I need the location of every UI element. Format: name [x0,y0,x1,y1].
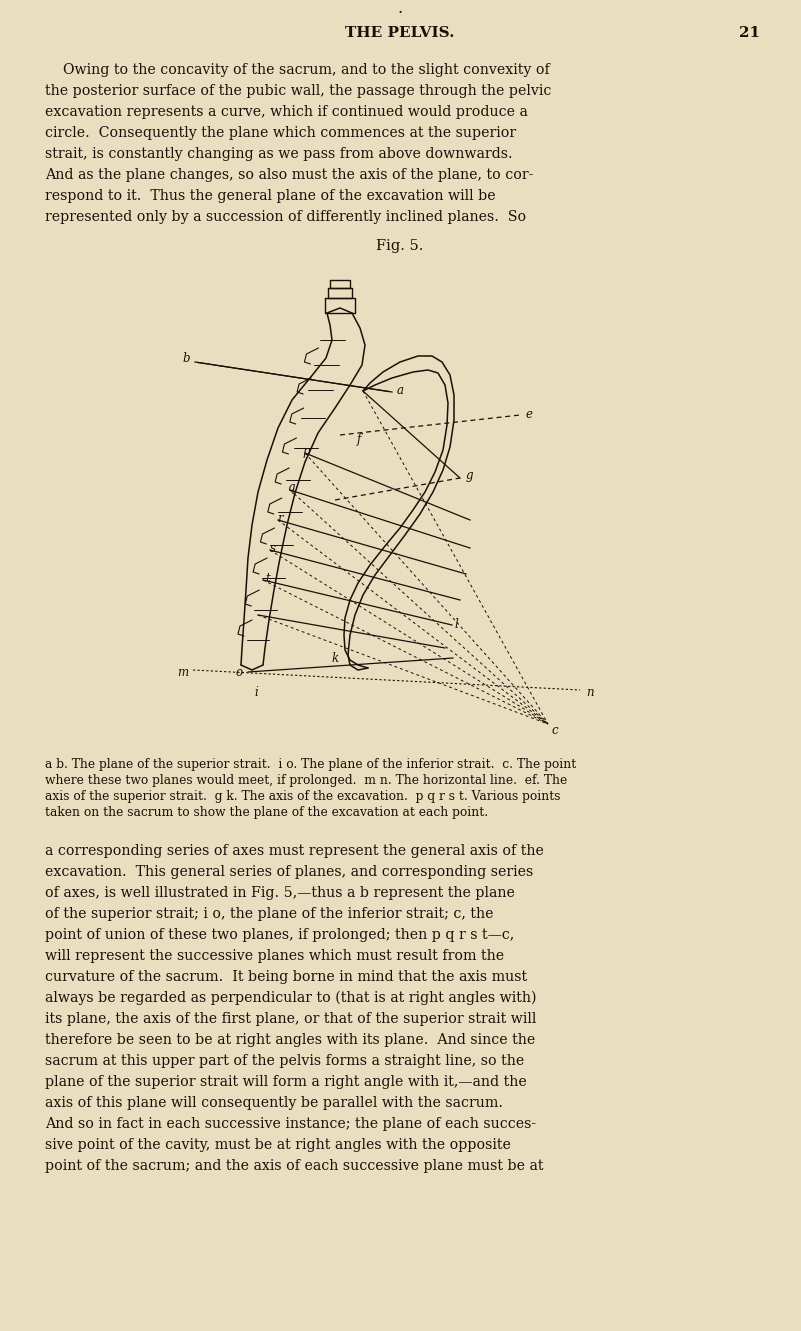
Text: t: t [265,571,270,584]
Text: 21: 21 [739,27,761,40]
Text: of the superior strait; i o, the plane of the inferior strait; c, the: of the superior strait; i o, the plane o… [45,906,493,921]
Text: THE PELVIS.: THE PELVIS. [345,27,455,40]
Text: o: o [235,666,243,679]
Text: Fig. 5.: Fig. 5. [376,240,424,253]
Text: s: s [270,542,276,555]
Text: r: r [277,511,283,524]
Text: And as the plane changes, so also must the axis of the plane, to cor-: And as the plane changes, so also must t… [45,168,533,182]
Text: respond to it.  Thus the general plane of the excavation will be: respond to it. Thus the general plane of… [45,189,496,204]
Text: q: q [288,482,295,495]
Text: taken on the sacrum to show the plane of the excavation at each point.: taken on the sacrum to show the plane of… [45,807,488,819]
Text: a: a [397,383,404,397]
Text: g: g [466,470,473,483]
Text: l: l [455,619,459,631]
Text: p: p [303,446,310,458]
Text: circle.  Consequently the plane which commences at the superior: circle. Consequently the plane which com… [45,126,516,140]
Text: ·: · [397,5,403,23]
Text: a b. The plane of the superior strait.  i o. The plane of the inferior strait.  : a b. The plane of the superior strait. i… [45,757,576,771]
Text: its plane, the axis of the first plane, or that of the superior strait will: its plane, the axis of the first plane, … [45,1012,537,1026]
Text: where these two planes would meet, if prolonged.  m n. The horizontal line.  ef.: where these two planes would meet, if pr… [45,775,567,787]
Text: a corresponding series of axes must represent the general axis of the: a corresponding series of axes must repr… [45,844,544,858]
Text: sacrum at this upper part of the pelvis forms a straight line, so the: sacrum at this upper part of the pelvis … [45,1054,524,1067]
Text: point of the sacrum; and the axis of each successive plane must be at: point of the sacrum; and the axis of eac… [45,1159,544,1173]
Text: m: m [177,666,188,679]
Text: n: n [586,685,594,699]
Text: axis of the superior strait.  g k. The axis of the excavation.  p q r s t. Vario: axis of the superior strait. g k. The ax… [45,791,561,803]
Text: the posterior surface of the pubic wall, the passage through the pelvic: the posterior surface of the pubic wall,… [45,84,551,98]
Text: excavation.  This general series of planes, and corresponding series: excavation. This general series of plane… [45,865,533,878]
Text: sive point of the cavity, must be at right angles with the opposite: sive point of the cavity, must be at rig… [45,1138,511,1153]
Text: c: c [552,724,558,736]
Text: k: k [332,652,339,666]
Text: axis of this plane will consequently be parallel with the sacrum.: axis of this plane will consequently be … [45,1095,503,1110]
Text: strait, is constantly changing as we pass from above downwards.: strait, is constantly changing as we pas… [45,146,513,161]
Text: represented only by a succession of differently inclined planes.  So: represented only by a succession of diff… [45,210,526,224]
Text: therefore be seen to be at right angles with its plane.  And since the: therefore be seen to be at right angles … [45,1033,535,1047]
Text: will represent the successive planes which must result from the: will represent the successive planes whi… [45,949,504,964]
Text: Owing to the concavity of the sacrum, and to the slight convexity of: Owing to the concavity of the sacrum, an… [45,63,549,77]
Text: point of union of these two planes, if prolonged; then p q r s t—c,: point of union of these two planes, if p… [45,928,514,942]
Text: e: e [525,409,532,422]
Text: plane of the superior strait will form a right angle with it,—and the: plane of the superior strait will form a… [45,1075,527,1089]
Text: b: b [183,351,190,365]
Text: of axes, is well illustrated in Fig. 5,—thus a b represent the plane: of axes, is well illustrated in Fig. 5,—… [45,886,515,900]
Text: excavation represents a curve, which if continued would produce a: excavation represents a curve, which if … [45,105,528,118]
Text: always be regarded as perpendicular to (that is at right angles with): always be regarded as perpendicular to (… [45,992,537,1005]
Text: And so in fact in each successive instance; the plane of each succes-: And so in fact in each successive instan… [45,1117,536,1131]
Text: curvature of the sacrum.  It being borne in mind that the axis must: curvature of the sacrum. It being borne … [45,970,527,984]
Text: f: f [357,434,361,446]
Text: i: i [254,685,258,699]
